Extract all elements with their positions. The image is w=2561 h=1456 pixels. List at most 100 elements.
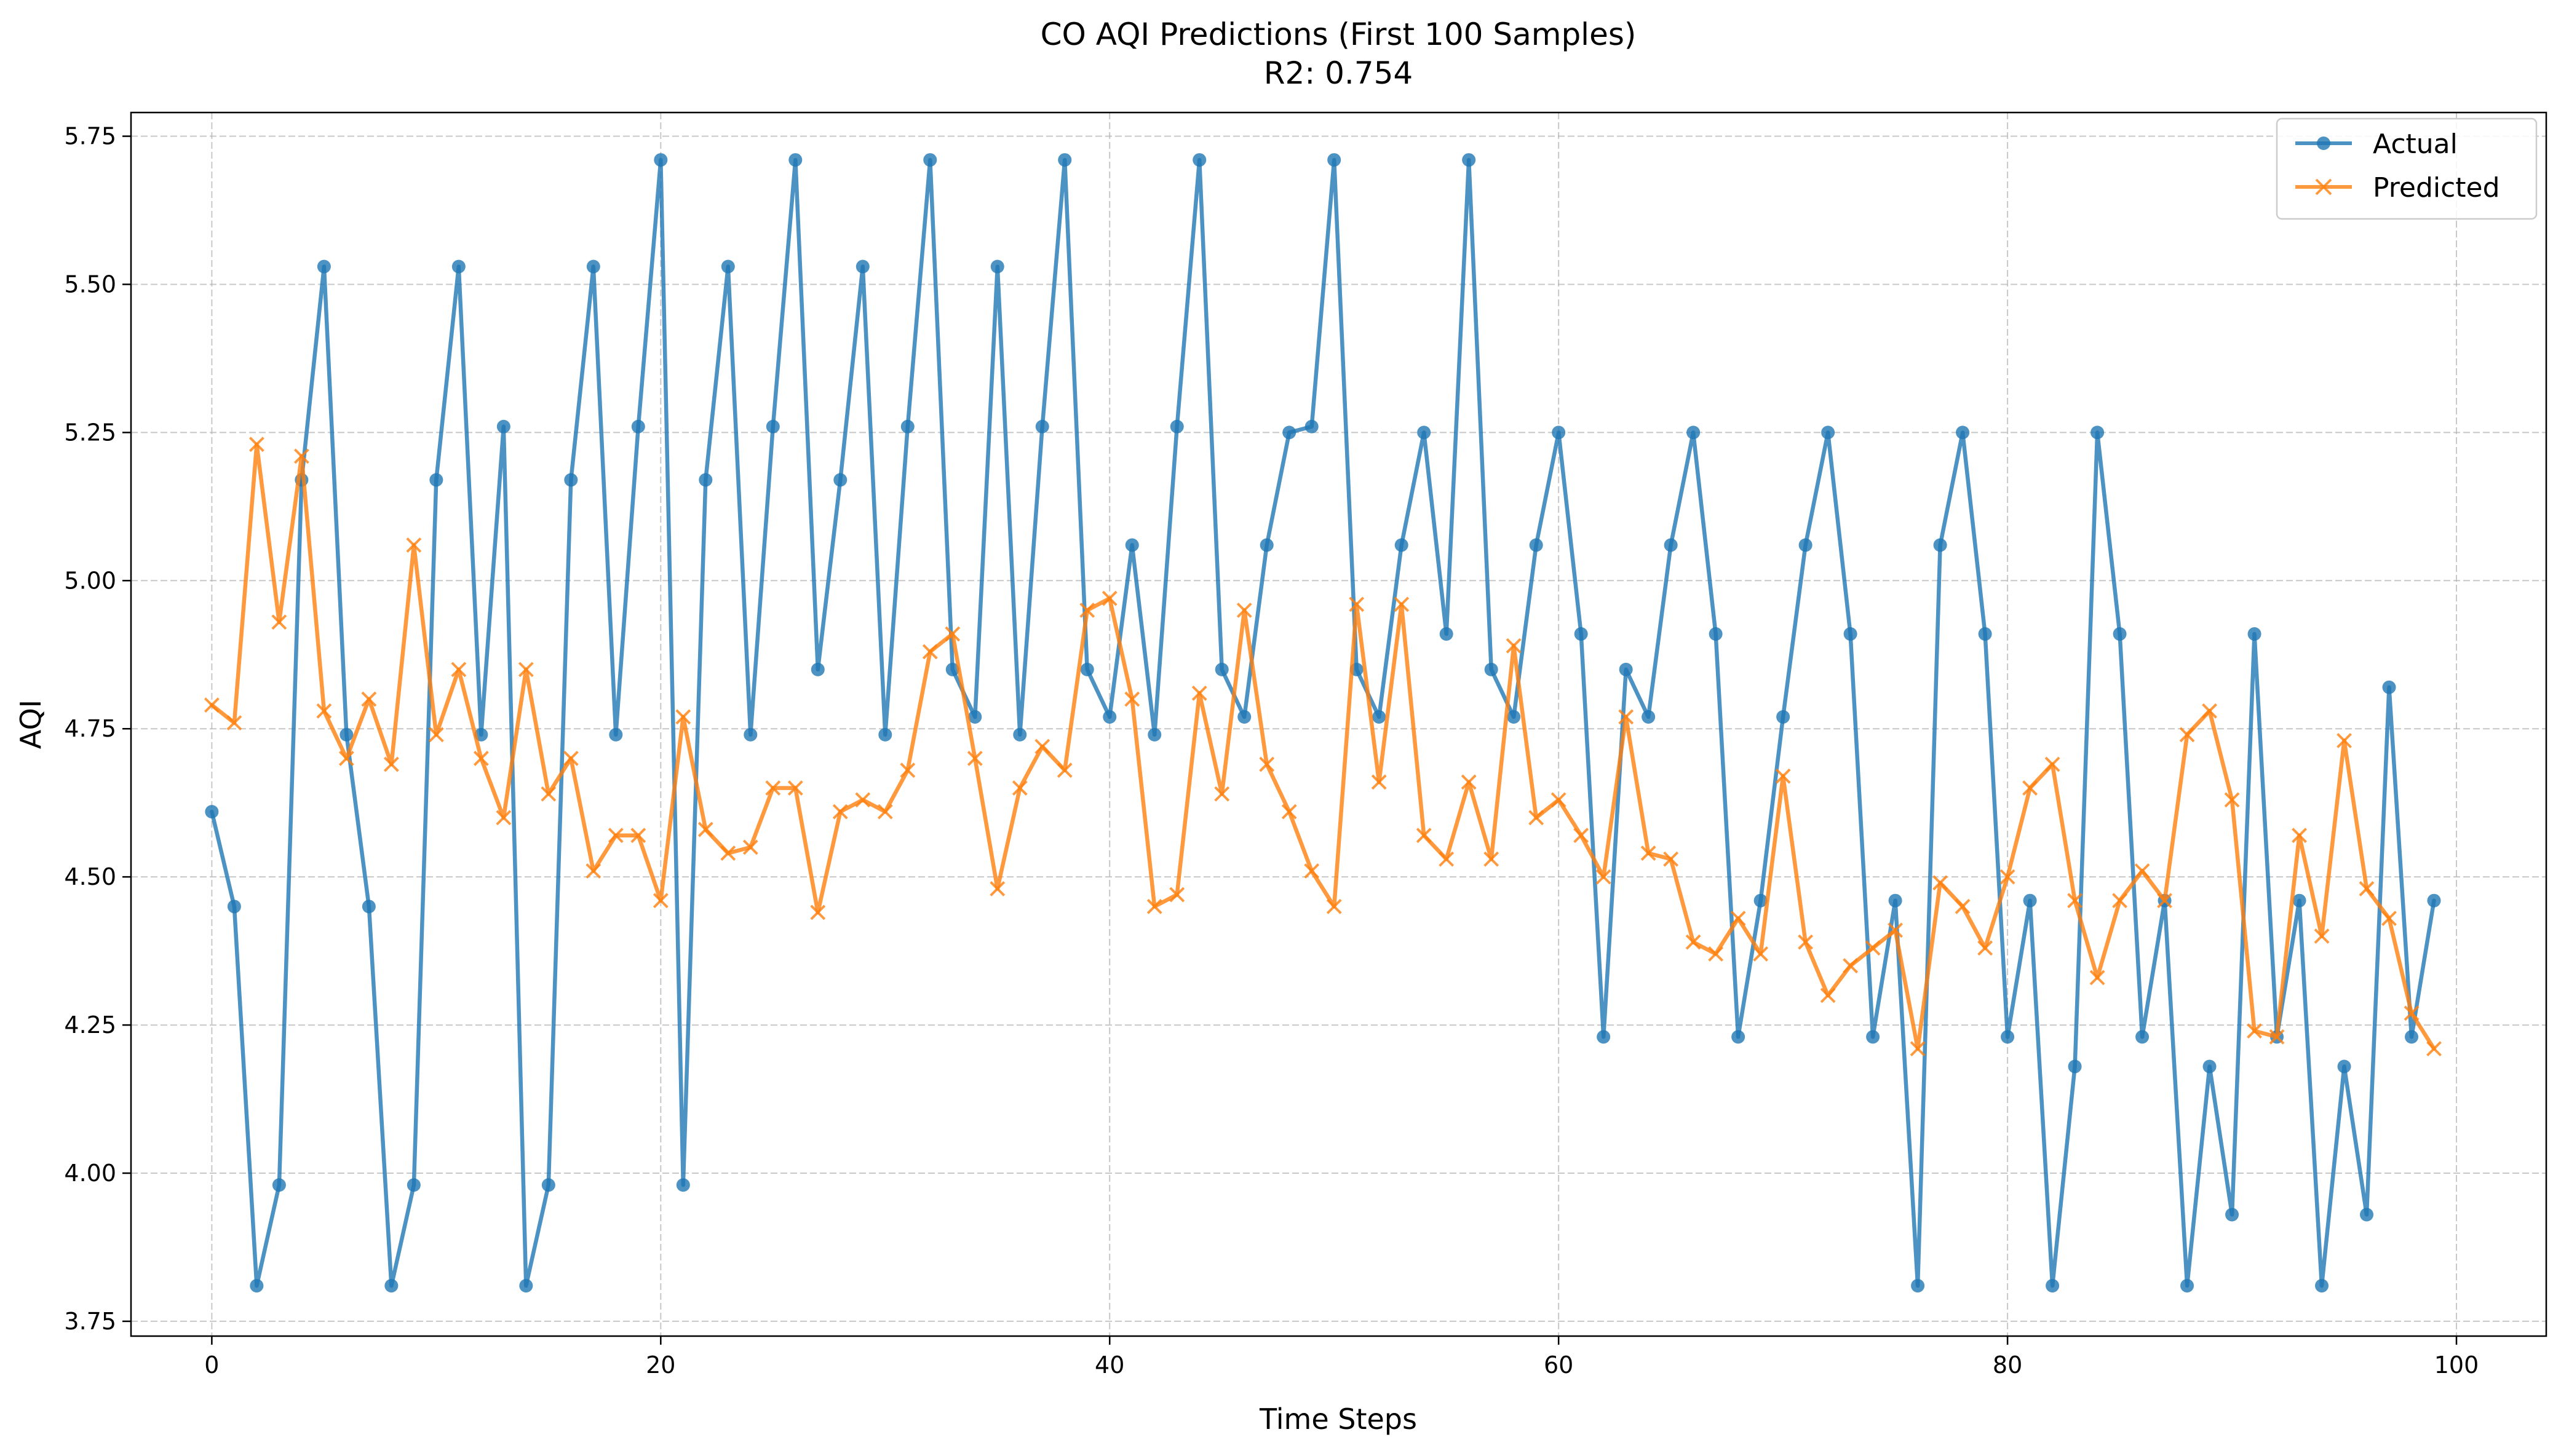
data-point-actual bbox=[1933, 538, 1947, 552]
data-point-predicted bbox=[1932, 875, 1948, 891]
data-point-predicted bbox=[383, 756, 399, 772]
legend-predicted-label: Predicted bbox=[2373, 172, 2500, 204]
data-point-predicted bbox=[2022, 780, 2038, 796]
data-point-actual bbox=[451, 259, 466, 274]
data-point-predicted bbox=[653, 893, 669, 909]
data-point-actual bbox=[2001, 1030, 2015, 1044]
data-point-predicted bbox=[204, 697, 220, 713]
data-point-actual bbox=[1417, 425, 1431, 440]
data-point-predicted bbox=[2404, 1005, 2420, 1021]
data-point-actual bbox=[1843, 627, 1857, 641]
data-point-predicted bbox=[2337, 733, 2352, 748]
data-point-predicted bbox=[271, 614, 287, 630]
x-tick-label: 80 bbox=[1993, 1351, 2022, 1379]
data-point-actual bbox=[900, 419, 915, 433]
data-point-predicted bbox=[248, 437, 264, 453]
data-point-actual bbox=[856, 259, 870, 274]
data-point-actual bbox=[811, 662, 825, 676]
data-point-actual bbox=[1125, 538, 1139, 552]
data-point-actual bbox=[1170, 419, 1184, 433]
data-point-predicted bbox=[541, 786, 557, 802]
data-point-actual bbox=[1260, 538, 1274, 552]
data-point-predicted bbox=[1640, 845, 1656, 861]
data-point-predicted bbox=[1304, 863, 1320, 879]
data-point-predicted bbox=[518, 662, 534, 678]
data-point-actual bbox=[1642, 710, 1656, 724]
data-point-actual bbox=[945, 662, 959, 676]
data-point-actual bbox=[2247, 627, 2261, 641]
data-point-predicted bbox=[1191, 685, 1207, 701]
data-point-predicted bbox=[1214, 786, 1230, 802]
data-point-actual bbox=[631, 419, 645, 433]
data-point-predicted bbox=[1798, 934, 1814, 950]
data-point-predicted bbox=[1663, 851, 1679, 867]
data-point-actual bbox=[2135, 1030, 2150, 1044]
data-point-predicted bbox=[877, 804, 893, 820]
data-point-predicted bbox=[1573, 828, 1589, 844]
data-point-predicted bbox=[1394, 596, 1410, 612]
x-tick-label: 20 bbox=[646, 1351, 675, 1379]
data-point-actual bbox=[2090, 425, 2105, 440]
data-point-predicted bbox=[630, 828, 646, 844]
y-tick-label: 4.50 bbox=[64, 863, 116, 890]
data-point-predicted bbox=[2314, 928, 2330, 944]
data-point-actual bbox=[1552, 425, 1566, 440]
x-tick-label: 0 bbox=[204, 1351, 219, 1379]
data-point-predicted bbox=[675, 709, 691, 725]
data-point-actual bbox=[923, 153, 937, 167]
data-point-predicted bbox=[2359, 881, 2375, 896]
data-point-actual bbox=[833, 473, 848, 487]
data-point-predicted bbox=[2179, 727, 2195, 743]
data-point-predicted bbox=[316, 703, 332, 719]
series-lines bbox=[204, 153, 2442, 1293]
data-point-predicted bbox=[1730, 911, 1746, 927]
data-point-predicted bbox=[2292, 828, 2307, 844]
data-point-predicted bbox=[1057, 762, 1073, 778]
data-point-predicted bbox=[1775, 768, 1791, 784]
data-point-actual bbox=[317, 259, 331, 274]
data-point-predicted bbox=[720, 845, 736, 861]
data-point-predicted bbox=[1753, 946, 1769, 962]
grid-lines bbox=[131, 113, 2546, 1336]
y-tick-label: 4.75 bbox=[64, 715, 116, 742]
data-point-actual bbox=[2225, 1208, 2239, 1222]
data-point-actual bbox=[1439, 627, 1453, 641]
data-point-actual bbox=[968, 710, 982, 724]
chart-title: CO AQI Predictions (First 100 Samples) bbox=[1041, 17, 1637, 52]
data-point-predicted bbox=[608, 828, 624, 844]
data-point-predicted bbox=[2089, 970, 2105, 986]
data-point-predicted bbox=[428, 727, 444, 743]
data-point-actual bbox=[609, 727, 623, 742]
data-point-predicted bbox=[945, 626, 961, 642]
data-point-actual bbox=[1193, 153, 1207, 167]
data-point-predicted bbox=[765, 780, 781, 796]
data-point-actual bbox=[1215, 662, 1229, 676]
data-point-predicted bbox=[2112, 893, 2127, 909]
y-axis-label: AQI bbox=[14, 700, 47, 749]
data-point-predicted bbox=[2202, 703, 2217, 719]
data-point-actual bbox=[2046, 1279, 2060, 1293]
data-point-predicted bbox=[1461, 774, 1477, 790]
y-tick-label: 5.50 bbox=[64, 271, 116, 298]
data-point-predicted bbox=[2247, 1023, 2262, 1039]
data-point-actual bbox=[564, 473, 578, 487]
data-point-actual bbox=[654, 153, 668, 167]
data-point-actual bbox=[1731, 1030, 1745, 1044]
data-point-predicted bbox=[586, 863, 602, 879]
x-tick-label: 100 bbox=[2434, 1351, 2479, 1379]
data-point-actual bbox=[250, 1279, 264, 1293]
data-point-actual bbox=[699, 473, 713, 487]
data-point-predicted bbox=[1079, 603, 1095, 618]
data-point-actual bbox=[878, 727, 892, 742]
y-tick-label: 5.75 bbox=[64, 123, 116, 150]
data-point-actual bbox=[519, 1279, 533, 1293]
data-point-actual bbox=[1327, 153, 1341, 167]
data-point-predicted bbox=[1999, 869, 2015, 885]
data-point-actual bbox=[2068, 1059, 2082, 1074]
data-point-actual bbox=[586, 259, 600, 274]
data-point-predicted bbox=[1528, 810, 1544, 826]
data-point-predicted bbox=[1146, 898, 1162, 914]
data-point-predicted bbox=[2224, 792, 2240, 808]
data-point-actual bbox=[1866, 1030, 1880, 1044]
